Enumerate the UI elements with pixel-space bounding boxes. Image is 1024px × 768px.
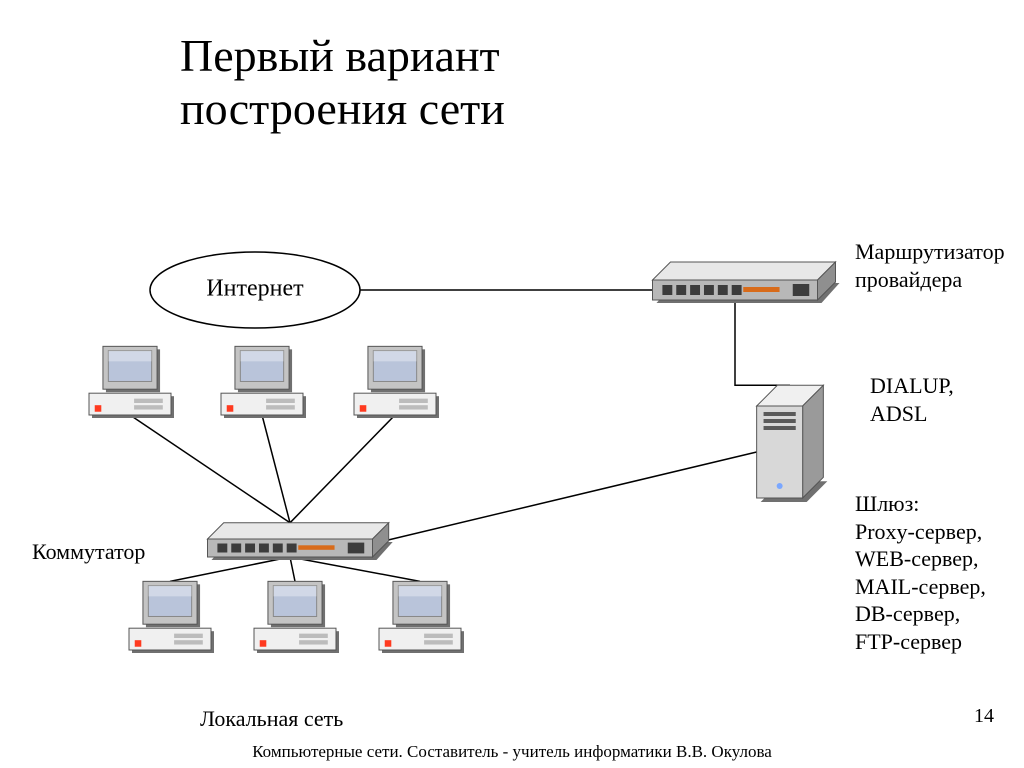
slide: Первый вариант построения сети Интернет … (0, 0, 1024, 768)
gateway-tower (757, 385, 828, 502)
switch-device (208, 523, 393, 560)
pc-pc4 (129, 581, 214, 653)
router-device (653, 262, 840, 303)
pc-pc3 (354, 346, 439, 418)
router-label: Маршрутизаторпровайдера (855, 238, 1005, 293)
local-net-label: Локальная сеть (200, 705, 343, 733)
pc-pc5 (254, 581, 339, 653)
pc-pc2 (221, 346, 306, 418)
pc-pc1 (89, 346, 174, 418)
gateway-label: Шлюз:Proxy-сервер,WEB-сервер,MAIL-сервер… (855, 490, 986, 655)
svg-text:Интернет: Интернет (206, 276, 304, 302)
switch-label: Коммутатор (32, 538, 145, 566)
footer-text: Компьютерные сети. Составитель - учитель… (0, 742, 1024, 762)
dialup-label: DIALUP,ADSL (870, 372, 954, 427)
page-number: 14 (974, 705, 994, 728)
internet-cloud: Интернет (150, 252, 360, 328)
pc-pc6 (379, 581, 464, 653)
